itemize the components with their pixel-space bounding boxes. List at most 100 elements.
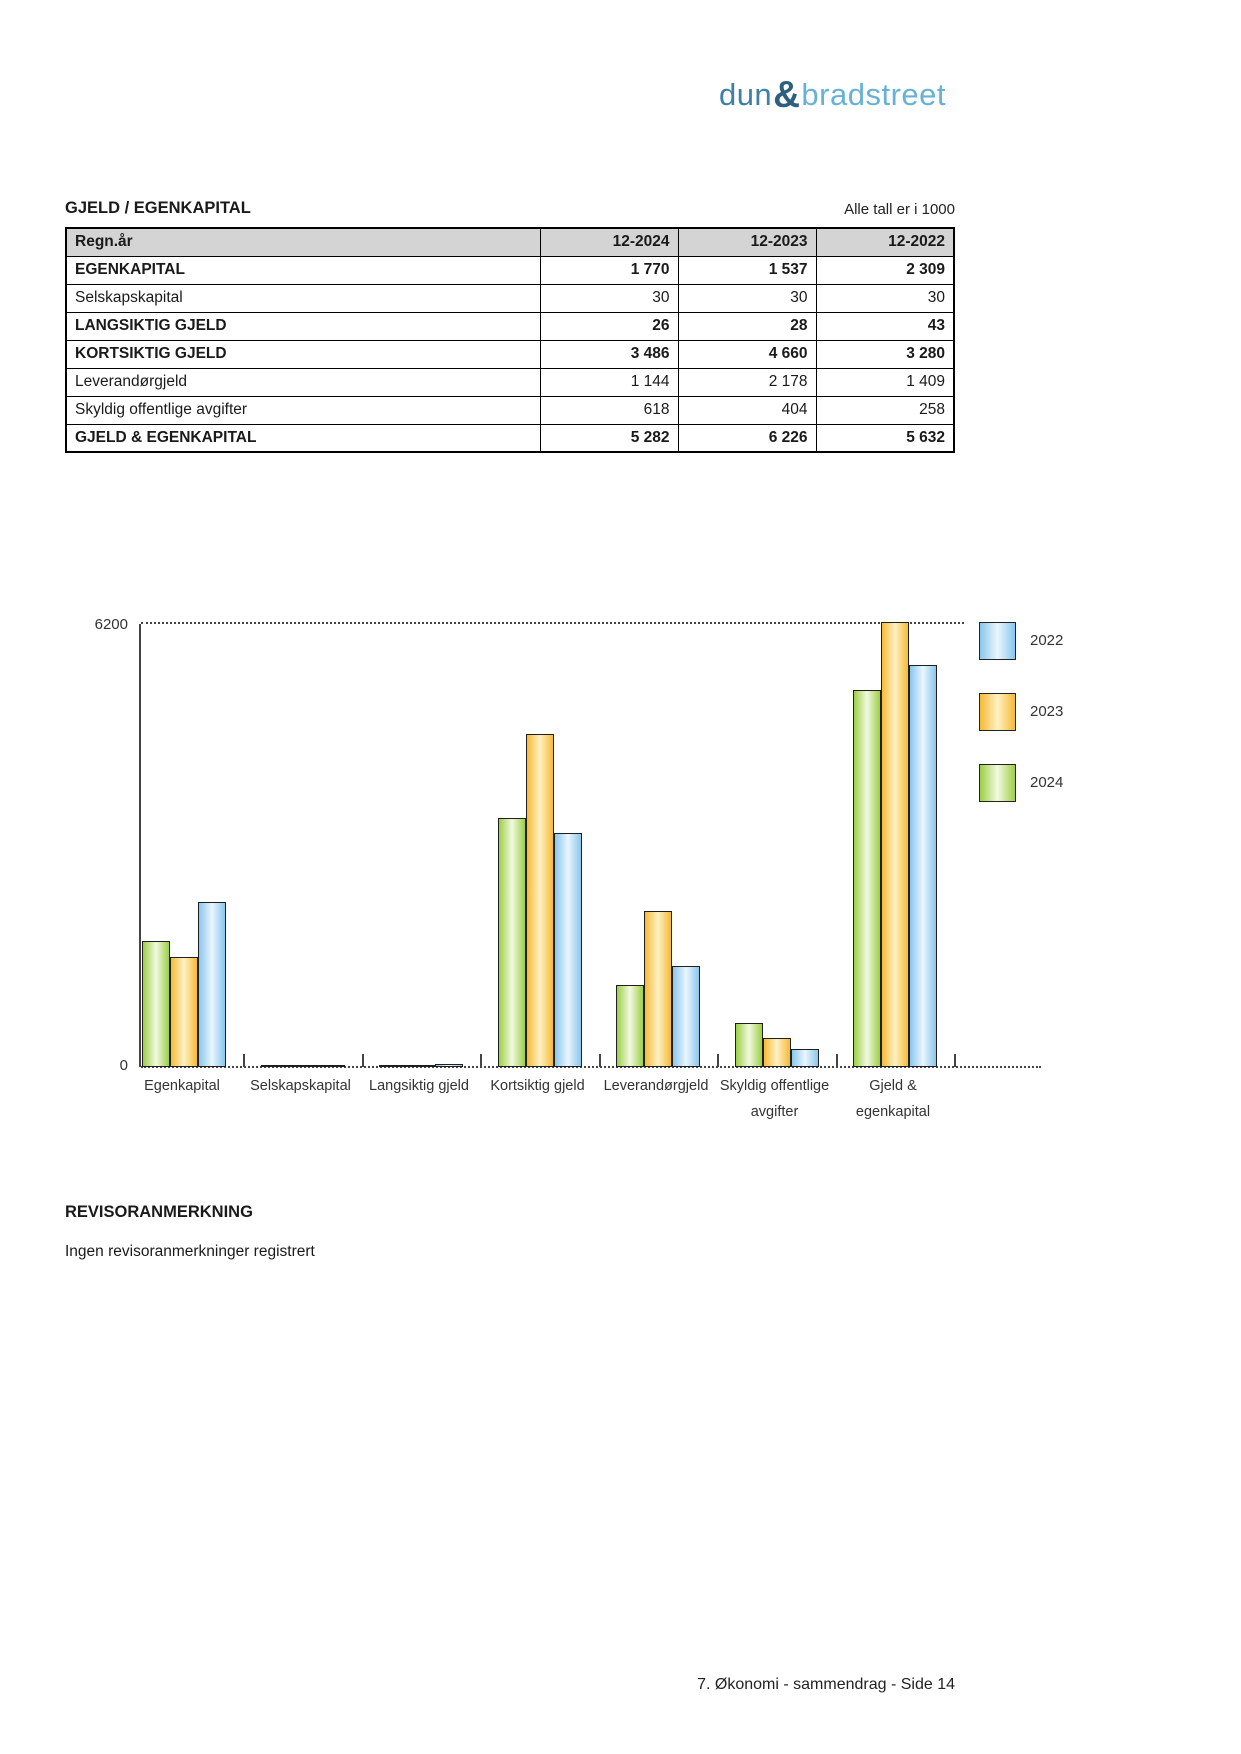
x-axis-category-label: Kortsiktig gjeld — [490, 1078, 585, 1094]
x-axis-category-label: Leverandørgjeld — [603, 1078, 709, 1094]
x-axis-category-label: Egenkapital — [144, 1078, 220, 1094]
chart-bar-2024 — [379, 1065, 407, 1067]
column-header-12-2022: 12-2022 — [815, 227, 955, 257]
x-axis-category-label: Langsiktig gjeld — [369, 1078, 469, 1094]
table-row: GJELD & EGENKAPITAL 5 282 6 226 5 632 — [65, 423, 955, 453]
table-cell-value: 2 178 — [677, 367, 817, 397]
x-axis-category-label: Selskapskapital — [250, 1078, 351, 1094]
table-cell-label: EGENKAPITAL — [65, 255, 541, 285]
chart-bar-2024 — [616, 985, 644, 1067]
chart-bar-2022 — [790, 1049, 819, 1067]
table-row: Selskapskapital 30 30 30 — [65, 283, 955, 313]
chart-plot — [139, 622, 1041, 1068]
table-row: KORTSIKTIG GJELD 3 486 4 660 3 280 — [65, 339, 955, 369]
table-cell-label: LANGSIKTIG GJELD — [65, 311, 541, 341]
gjeld-egenkapital-table: Regn.år 12-2024 12-2023 12-2022 EGENKAPI… — [65, 227, 955, 453]
table-cell-label: GJELD & EGENKAPITAL — [65, 423, 541, 453]
x-axis-category-label: Gjeld & egenkapital — [855, 1078, 931, 1121]
table-cell-label: Leverandørgjeld — [65, 367, 541, 397]
table-cell-label: Selskapskapital — [65, 283, 541, 313]
table-cell-value: 5 282 — [539, 423, 679, 453]
chart-bar-2022 — [672, 966, 700, 1067]
table-cell-value: 258 — [815, 395, 955, 425]
table-cell-value: 1 770 — [539, 255, 679, 285]
column-header-regnar: Regn.år — [65, 227, 541, 257]
page-footer: 7. Økonomi - sammendrag - Side 14 — [697, 1676, 955, 1693]
column-header-12-2023: 12-2023 — [677, 227, 817, 257]
chart-bar-2023 — [288, 1065, 317, 1067]
x-axis-tick — [835, 1054, 838, 1067]
x-axis-tick — [598, 1054, 601, 1067]
x-axis-tick — [243, 1054, 245, 1067]
table-row: LANGSIKTIG GJELD 26 28 43 — [65, 311, 955, 341]
table-cell-label: KORTSIKTIG GJELD — [65, 339, 541, 369]
units-note: Alle tall er i 1000 — [844, 201, 955, 218]
x-axis-tick — [361, 1054, 364, 1067]
x-axis-baseline — [141, 1066, 1041, 1068]
table-cell-value: 4 660 — [677, 339, 817, 369]
table-cell-value: 6 226 — [677, 423, 817, 453]
column-header-12-2024: 12-2024 — [539, 227, 679, 257]
logo-ampersand-icon: & — [773, 74, 801, 115]
chart-bar-2024 — [734, 1023, 763, 1067]
table-cell-value: 3 280 — [815, 339, 955, 369]
gjeld-egenkapital-chart: 6200 0 Egenkapital Selskapskapital Langsik… — [0, 550, 1241, 1130]
revisor-heading: REVISORANMERKNING — [65, 1203, 253, 1221]
chart-bar-2023 — [170, 957, 198, 1067]
chart-bar-2023 — [881, 622, 909, 1067]
chart-bar-2022 — [198, 902, 226, 1067]
chart-bar-2024 — [497, 818, 526, 1067]
revisor-text: Ingen revisoranmerkninger registrert — [65, 1243, 315, 1260]
section-title: GJELD / EGENKAPITAL — [65, 199, 251, 217]
chart-bar-2022 — [435, 1064, 463, 1067]
legend-label: 2024 — [1030, 774, 1064, 791]
chart-bar-2023 — [407, 1065, 435, 1067]
table-cell-value: 404 — [677, 395, 817, 425]
chart-bar-2023 — [525, 734, 554, 1067]
table-cell-value: 1 537 — [677, 255, 817, 285]
table-row: Skyldig offentlige avgifter 618 404 258 — [65, 395, 955, 425]
chart-bar-2024 — [142, 941, 170, 1067]
legend-label: 2022 — [1030, 632, 1064, 649]
y-axis-zero-label: 0 — [119, 1057, 128, 1074]
x-axis-tick — [954, 1054, 956, 1067]
x-axis-tick — [480, 1054, 482, 1067]
table-cell-value: 3 486 — [539, 339, 679, 369]
table-cell-label: Skyldig offentlige avgifter — [65, 395, 541, 425]
logo-text-bradstreet: bradstreet — [801, 77, 946, 112]
table-cell-value: 28 — [677, 311, 817, 341]
table-cell-value: 618 — [539, 395, 679, 425]
table-cell-value: 30 — [539, 283, 679, 313]
chart-bar-2023 — [762, 1038, 791, 1067]
x-axis-category-label: Skyldig offentlige avgifter — [719, 1078, 830, 1121]
table-header-row: Regn.år 12-2024 12-2023 12-2022 — [65, 227, 955, 257]
table-cell-value: 30 — [677, 283, 817, 313]
dun-bradstreet-logo: dun&bradstreet — [718, 72, 946, 115]
section-title-row: GJELD / EGENKAPITAL Alle tall er i 1000 — [65, 199, 955, 218]
table-cell-value: 26 — [539, 311, 679, 341]
table-row: Leverandørgjeld 1 144 2 178 1 409 — [65, 367, 955, 397]
legend-swatch-2024 — [979, 764, 1016, 802]
chart-bar-2022 — [553, 833, 582, 1067]
table-cell-value: 43 — [815, 311, 955, 341]
chart-bar-2022 — [909, 665, 937, 1067]
table-cell-value: 5 632 — [815, 423, 955, 453]
top-gridline — [141, 622, 964, 624]
table-body: EGENKAPITAL 1 770 1 537 2 309 Selskapskapita… — [65, 255, 955, 453]
x-axis-tick — [717, 1054, 719, 1067]
table-cell-value: 2 309 — [815, 255, 955, 285]
y-axis-max-label: 6200 — [94, 616, 128, 633]
chart-bar-2024 — [260, 1065, 289, 1067]
chart-bar-2024 — [853, 690, 881, 1067]
legend-label: 2023 — [1030, 703, 1064, 720]
logo-text-dun: dun — [718, 77, 773, 112]
table-cell-value: 1 409 — [815, 367, 955, 397]
legend-swatch-2022 — [979, 622, 1016, 660]
chart-bar-2023 — [644, 911, 672, 1067]
table-cell-value: 30 — [815, 283, 955, 313]
legend-swatch-2023 — [979, 693, 1016, 731]
chart-bar-2022 — [316, 1065, 345, 1067]
table-row: EGENKAPITAL 1 770 1 537 2 309 — [65, 255, 955, 285]
table-cell-value: 1 144 — [539, 367, 679, 397]
